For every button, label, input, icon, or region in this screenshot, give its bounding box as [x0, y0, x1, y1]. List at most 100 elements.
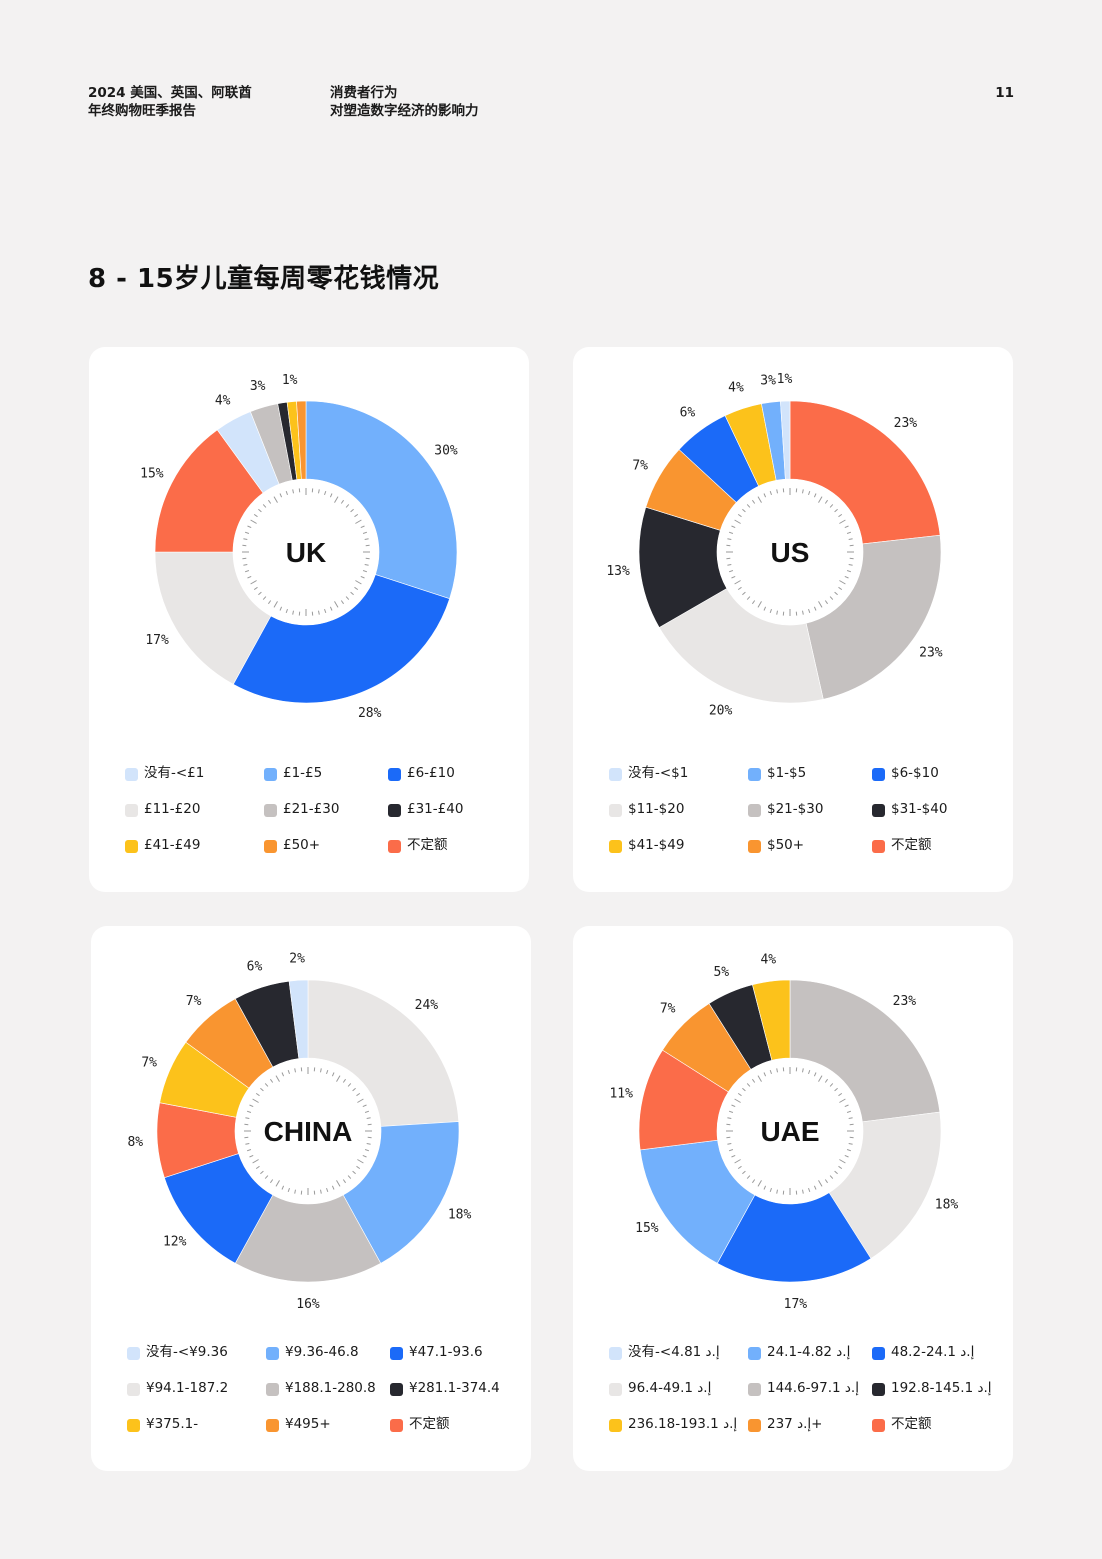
uk-slice-label-5: 4%	[215, 393, 231, 408]
us-legend-label: 没有-<$1	[628, 765, 689, 781]
uk-legend-swatch	[125, 768, 138, 781]
us-legend-swatch	[872, 840, 885, 853]
uae-slice-label-4: 15%	[635, 1221, 659, 1236]
uae-legend-swatch	[609, 1419, 622, 1432]
uae-slice-label-2: 18%	[935, 1198, 959, 1213]
us-center-disc	[717, 479, 863, 625]
china-legend-swatch	[390, 1419, 403, 1432]
china-slice-label-8: 6%	[247, 960, 263, 975]
uk-legend-swatch	[388, 768, 401, 781]
china-legend-label: ¥375.1-	[146, 1416, 199, 1432]
uae-tick-ring	[726, 1067, 854, 1195]
us-legend-label: 不定额	[891, 837, 932, 853]
china-donut-chart: 24% 18% 16% 12% 8% 7% 7% 6% 2% CHINA	[127, 951, 472, 1312]
uk-chart-card: 30% 28% 17% 15% 4% 3% 1% UK 没有-<£1 £1-£5 £6-£10 £11…	[89, 347, 529, 892]
report-title: 2024 美国、英国、阿联酋 年终购物旺季报告	[88, 84, 252, 120]
us-legend-label: $31-$40	[891, 801, 948, 817]
uk-legend-label: £31-£40	[407, 801, 464, 817]
uk-slice-label-1: 30%	[434, 443, 458, 458]
us-slice-label-9: 1%	[777, 372, 793, 387]
china-slice-label-2: 18%	[448, 1207, 472, 1222]
uae-slice-label-6: 7%	[660, 1002, 676, 1017]
us-legend-swatch	[609, 840, 622, 853]
us-legend-swatch	[609, 804, 622, 817]
china-slice-label-4: 12%	[163, 1234, 187, 1249]
uae-chart-card: 23% 18% 17% 15% 11% 7% 5% 4% UAE 没有-<إ.د 4.81 إ.د …	[573, 926, 1013, 1471]
uk-legend-swatch	[264, 840, 277, 853]
report-title-line2: 年终购物旺季报告	[88, 103, 196, 119]
china-legend-swatch	[127, 1419, 140, 1432]
us-legend-label: $21-$30	[767, 801, 824, 817]
china-legend-label: 不定额	[409, 1416, 450, 1432]
uk-legend-swatch	[264, 768, 277, 781]
china-chart-card: 24% 18% 16% 12% 8% 7% 7% 6% 2% CHINA 没有-<¥9.36 ¥9.3…	[91, 926, 531, 1471]
china-legend-swatch	[127, 1383, 140, 1396]
uae-legend-label: إ.د 24.1-48.2	[891, 1344, 975, 1360]
uk-slice-label-3: 17%	[145, 633, 169, 648]
china-slice-label-6: 7%	[141, 1055, 157, 1070]
uae-legend-label: 没有-<إ.د 4.81	[628, 1344, 720, 1360]
us-slice-label-7: 4%	[728, 381, 744, 396]
uae-legend-swatch	[872, 1347, 885, 1360]
uae-legend-label: إ.د 4.82-24.1	[767, 1344, 851, 1360]
china-legend-label: ¥94.1-187.2	[146, 1380, 229, 1396]
us-slice-label-4: 13%	[606, 564, 630, 579]
uk-legend-swatch	[125, 840, 138, 853]
china-legend-label: ¥281.1-374.4	[409, 1380, 500, 1396]
uae-center-disc	[717, 1058, 863, 1204]
uk-slice-label-4: 15%	[140, 467, 164, 482]
china-center-disc	[235, 1058, 381, 1204]
uae-legend-swatch	[609, 1347, 622, 1360]
uae-legend-swatch	[609, 1383, 622, 1396]
uk-legend-swatch	[264, 804, 277, 817]
uae-donut-chart: 23% 18% 17% 15% 11% 7% 5% 4% UAE	[609, 952, 959, 1312]
us-legend-swatch	[872, 804, 885, 817]
uk-legend-swatch	[388, 840, 401, 853]
uk-slice-label-2: 28%	[358, 706, 382, 721]
uk-legend-label: £1-£5	[283, 765, 323, 781]
china-slice-label-3: 16%	[296, 1297, 320, 1312]
uae-legend-label: إ.د 97.1-144.6	[767, 1380, 859, 1396]
us-legend-label: $1-$5	[767, 765, 807, 781]
us-center-label: US	[771, 537, 810, 568]
uae-legend-swatch	[748, 1383, 761, 1396]
us-slice-label-6: 6%	[680, 406, 696, 421]
section-title-line2: 对塑造数字经济的影响力	[330, 103, 479, 119]
us-legend-swatch	[872, 768, 885, 781]
china-legend-swatch	[390, 1383, 403, 1396]
china-legend-label: ¥47.1-93.6	[409, 1344, 483, 1360]
uk-legend-label: £50+	[283, 837, 321, 853]
uk-donut-chart: 30% 28% 17% 15% 4% 3% 1% UK	[140, 373, 458, 721]
uk-legend-label: £11-£20	[144, 801, 201, 817]
uk-legend-label: £21-£30	[283, 801, 340, 817]
us-legend-swatch	[748, 840, 761, 853]
us-legend-swatch	[748, 804, 761, 817]
uae-slice-label-5: 11%	[609, 1086, 633, 1101]
uk-slice-label-8: 1%	[282, 373, 298, 388]
uk-legend-swatch	[125, 804, 138, 817]
china-legend-label: ¥9.36-46.8	[285, 1344, 359, 1360]
china-center-label: CHINA	[264, 1116, 353, 1147]
china-legend-label: 没有-<¥9.36	[146, 1344, 228, 1360]
us-tick-ring	[726, 488, 854, 616]
china-tick-ring	[244, 1067, 372, 1195]
uae-legend-swatch	[748, 1419, 761, 1432]
china-legend-swatch	[266, 1383, 279, 1396]
uae-legend-label: إ.د 237+	[767, 1416, 823, 1432]
section-title-line1: 消费者行为	[330, 85, 398, 101]
uk-tick-ring	[242, 488, 370, 616]
china-legend-swatch	[266, 1419, 279, 1432]
us-legend-label: $41-$49	[628, 837, 685, 853]
page-title: 8 - 15岁儿童每周零花钱情况	[88, 264, 440, 294]
uae-legend-label: إ.د 49.1-96.4	[628, 1380, 712, 1396]
uae-slice-label-3: 17%	[784, 1297, 808, 1312]
report-title-line1: 2024 美国、英国、阿联酋	[88, 85, 252, 101]
china-slice-label-9: 2%	[289, 951, 305, 966]
section-title: 消费者行为 对塑造数字经济的影响力	[330, 84, 479, 120]
uae-slice-label-7: 5%	[713, 965, 729, 980]
china-slice-label-7: 7%	[186, 994, 202, 1009]
uk-legend-swatch	[388, 804, 401, 817]
us-legend-label: $50+	[767, 837, 805, 853]
us-slice-label-5: 7%	[632, 459, 648, 474]
uk-slice-label-6: 3%	[250, 379, 266, 394]
